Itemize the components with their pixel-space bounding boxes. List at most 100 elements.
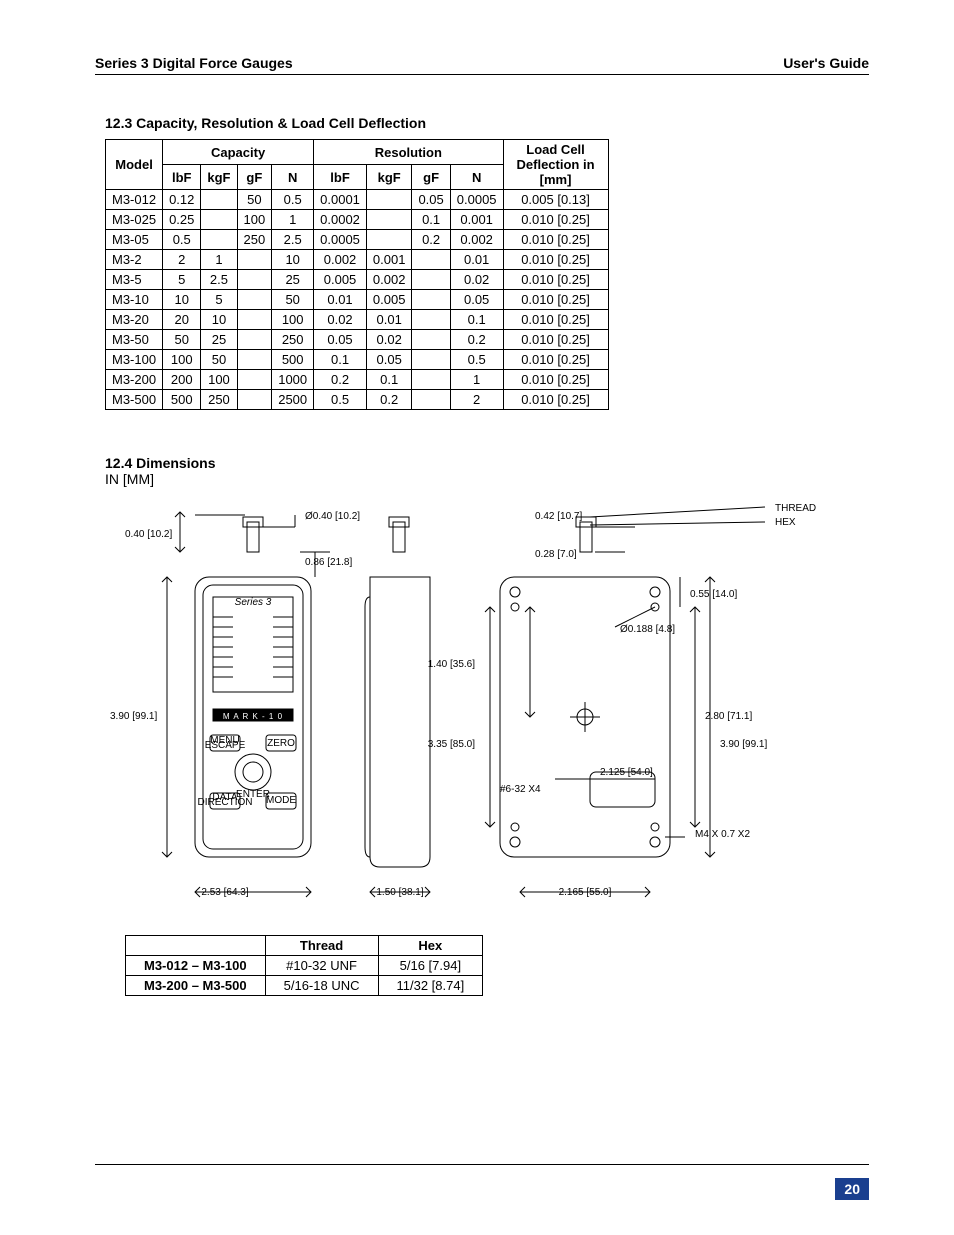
spec-cell-rgF [412,310,450,330]
zero-label: ZERO [267,738,295,749]
spec-cell-rkgF: 0.02 [366,330,412,350]
spec-cell-kgF [201,230,237,250]
spec-cell-rN: 2 [450,390,503,410]
spec-cell-rN: 0.0005 [450,190,503,210]
spec-cell-rkgF [366,230,412,250]
spec-cell-model: M3-025 [106,210,163,230]
spec-cell-N: 100 [272,310,314,330]
spec-cell-gF [237,250,272,270]
spec-cell-lbF: 500 [163,390,201,410]
enter-label: ENTER [236,789,270,800]
spec-cell-rgF [412,290,450,310]
spec-cell-defl: 0.010 [0.25] [503,270,608,290]
unit-kgF: kgF [201,165,237,190]
spec-row: M3-5050252500.050.020.20.010 [0.25] [106,330,609,350]
spec-cell-rlbF: 0.2 [314,370,367,390]
dim-thread: THREAD [775,503,816,514]
dim-hex: HEX [775,517,796,528]
spec-cell-N: 25 [272,270,314,290]
spec-cell-N: 1 [272,210,314,230]
spec-cell-rkgF: 0.005 [366,290,412,310]
spec-cell-lbF: 0.12 [163,190,201,210]
spec-cell-rkgF: 0.1 [366,370,412,390]
escape-label: ESCAPE [205,740,246,751]
spec-cell-kgF: 2.5 [201,270,237,290]
spec-cell-model: M3-200 [106,370,163,390]
dim-d8: 0.28 [7.0] [535,549,577,560]
spec-cell-kgF [201,210,237,230]
spec-header-row-1: Model Capacity Resolution Load Cell Defl… [106,140,609,165]
spec-row: M3-0120.12500.50.00010.050.00050.005 [0.… [106,190,609,210]
spec-cell-kgF: 50 [201,350,237,370]
spec-cell-lbF: 10 [163,290,201,310]
dim-d9: 1.40 [35.6] [428,659,475,670]
page-header: Series 3 Digital Force Gauges User's Gui… [95,55,869,75]
spec-row: M3-552.5250.0050.0020.020.010 [0.25] [106,270,609,290]
thread-col-empty [126,936,266,956]
spec-row: M3-050.52502.50.00050.20.0020.010 [0.25] [106,230,609,250]
spec-cell-N: 10 [272,250,314,270]
spec-cell-defl: 0.010 [0.25] [503,390,608,410]
spec-cell-N: 250 [272,330,314,350]
spec-cell-rkgF: 0.05 [366,350,412,370]
spec-cell-rkgF: 0.002 [366,270,412,290]
spec-row: M3-221100.0020.0010.010.010 [0.25] [106,250,609,270]
spec-cell-rkgF: 0.2 [366,390,412,410]
spec-cell-rgF [412,370,450,390]
spec-cell-rgF [412,330,450,350]
spec-cell-N: 50 [272,290,314,310]
spec-cell-rlbF: 0.1 [314,350,367,370]
dim-d14: Ø0.188 [4.8] [620,624,675,635]
spec-cell-N: 2500 [272,390,314,410]
spec-cell-model: M3-50 [106,330,163,350]
spec-cell-defl: 0.010 [0.25] [503,210,608,230]
section-124-title: 12.4 Dimensions [105,455,869,471]
spec-cell-defl: 0.010 [0.25] [503,290,608,310]
spec-cell-rN: 0.002 [450,230,503,250]
spec-cell-rkgF: 0.001 [366,250,412,270]
spec-cell-rgF: 0.2 [412,230,450,250]
spec-cell-defl: 0.010 [0.25] [503,310,608,330]
spec-cell-lbF: 0.5 [163,230,201,250]
spec-cell-rkgF [366,190,412,210]
thread-range: M3-200 – M3-500 [126,976,266,996]
dim-d6: 1.50 [38.1] [376,887,423,898]
dim-d5: 2.53 [64.3] [201,887,248,898]
dim-d1: Ø0.40 [10.2] [305,511,360,522]
spec-cell-model: M3-012 [106,190,163,210]
spec-cell-rlbF: 0.005 [314,270,367,290]
dim-d4: 3.90 [99.1] [110,711,157,722]
spec-cell-model: M3-10 [106,290,163,310]
dimension-diagram: Ø0.40 [10.2] 0.40 [10.2] 0.86 [21.8] 3.9… [105,497,865,917]
spec-cell-rgF: 0.1 [412,210,450,230]
mark10-label: M A R K - 1 0 [223,712,283,721]
dim-d15: 2.80 [71.1] [705,711,752,722]
spec-cell-rgF [412,250,450,270]
spec-row: M3-20020010010000.20.110.010 [0.25] [106,370,609,390]
spec-cell-defl: 0.005 [0.13] [503,190,608,210]
spec-cell-rgF [412,270,450,290]
spec-cell-lbF: 20 [163,310,201,330]
spec-cell-kgF: 1 [201,250,237,270]
spec-cell-lbF: 2 [163,250,201,270]
document-page: Series 3 Digital Force Gauges User's Gui… [0,0,954,1235]
spec-row: M3-100100505000.10.050.50.010 [0.25] [106,350,609,370]
spec-cell-kgF: 25 [201,330,237,350]
spec-cell-gF [237,350,272,370]
spec-cell-kgF [201,190,237,210]
spec-cell-rlbF: 0.002 [314,250,367,270]
footer-rule [95,1164,869,1165]
thread-range: M3-012 – M3-100 [126,956,266,976]
dim-d17: 2.125 [54.0] [600,767,653,778]
spec-cell-model: M3-05 [106,230,163,250]
thread-val: #10-32 UNF [265,956,378,976]
spec-cell-gF: 50 [237,190,272,210]
spec-cell-gF [237,370,272,390]
spec-table: Model Capacity Resolution Load Cell Defl… [105,139,609,410]
dim-d2: 0.40 [10.2] [125,529,172,540]
mode-label: MODE [266,795,296,806]
spec-cell-rN: 0.02 [450,270,503,290]
hex-val: 5/16 [7.94] [378,956,483,976]
hex-val: 11/32 [8.74] [378,976,483,996]
col-resolution: Resolution [314,140,503,165]
